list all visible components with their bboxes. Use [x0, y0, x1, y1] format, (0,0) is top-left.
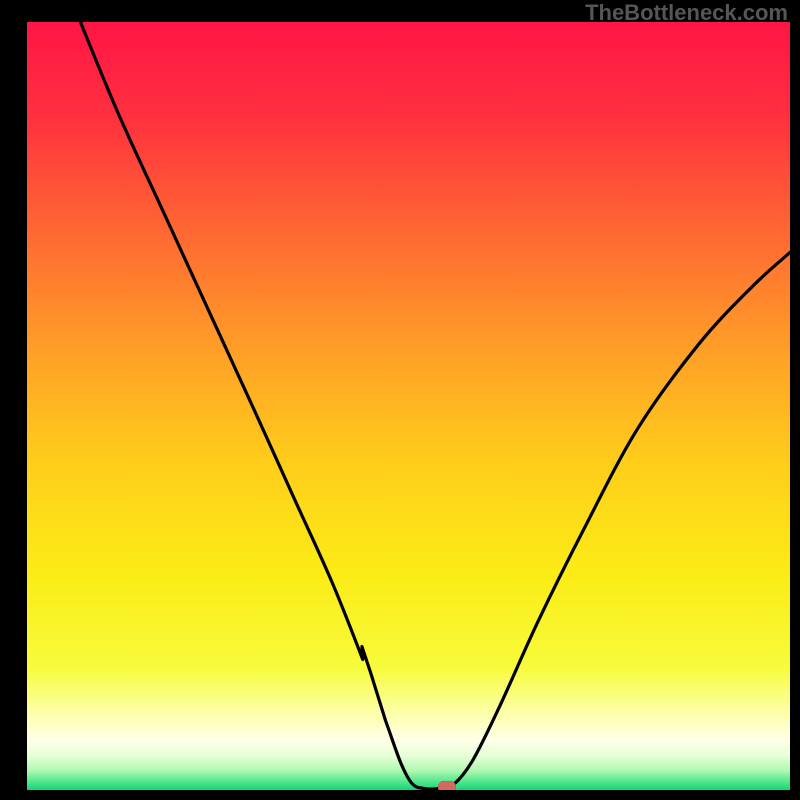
- curve-path: [80, 22, 790, 789]
- bottleneck-curve: [27, 22, 790, 790]
- plot-area: [27, 22, 790, 790]
- optimum-marker-icon: [438, 781, 456, 790]
- chart-frame: TheBottleneck.com: [0, 0, 800, 800]
- optimum-marker-rect: [438, 781, 456, 790]
